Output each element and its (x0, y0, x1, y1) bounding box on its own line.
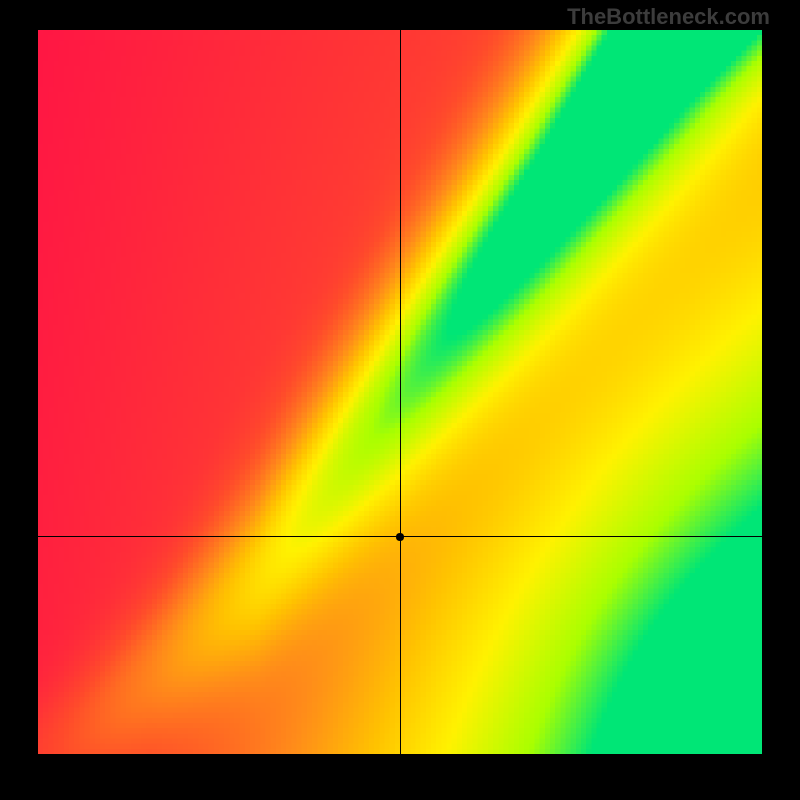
marker-dot (395, 532, 405, 542)
crosshair-vertical (400, 30, 401, 754)
watermark-text: TheBottleneck.com (567, 4, 770, 30)
